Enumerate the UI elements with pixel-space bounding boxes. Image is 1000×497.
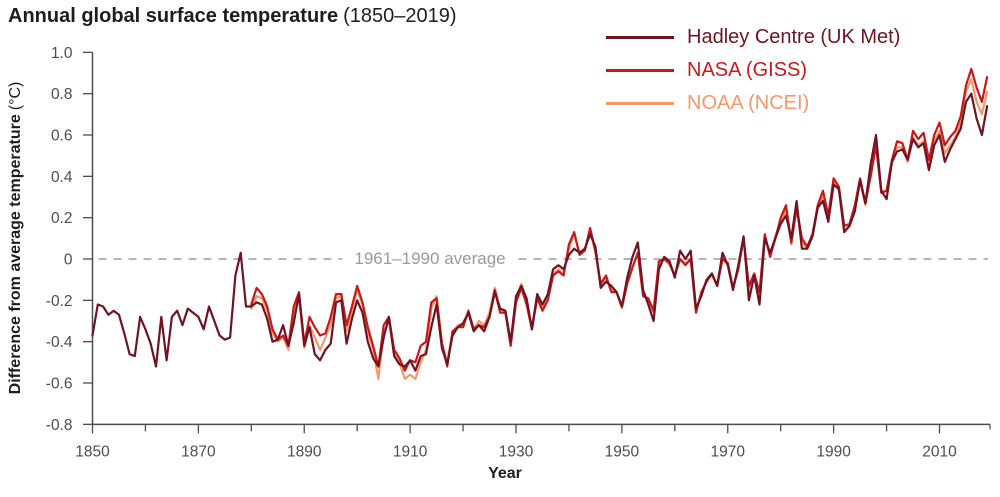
legend: Hadley Centre (UK Met) NASA (GISS) NOAA …: [606, 21, 900, 120]
legend-item-hadley: Hadley Centre (UK Met): [606, 21, 900, 54]
y-tick-label: -0.8: [46, 417, 73, 434]
y-tick-label: -0.2: [46, 293, 73, 310]
y-tick-label: 0.8: [51, 86, 73, 103]
series-line-hadley: [91, 92, 989, 372]
legend-swatch-noaa: [606, 102, 674, 105]
chart-title-range: (1850–2019): [343, 5, 457, 27]
legend-swatch-nasa: [606, 69, 674, 72]
chart-title-main: Annual global surface temperature: [8, 5, 339, 27]
x-axis-title: Year: [488, 465, 522, 482]
y-axis-unit: (°C): [7, 81, 24, 111]
legend-label-hadley: Hadley Centre (UK Met): [687, 26, 901, 48]
y-axis-title: Difference from average temperature (°C): [7, 82, 25, 395]
x-tick-label: 2010: [922, 443, 957, 460]
y-tick-label: 1.0: [51, 45, 73, 62]
x-tick-label: 1850: [75, 443, 110, 460]
legend-label-noaa: NOAA (NCEI): [687, 92, 810, 114]
x-tick-label: 1870: [181, 443, 216, 460]
legend-item-noaa: NOAA (NCEI): [606, 87, 900, 120]
y-tick-label: 0.4: [51, 169, 73, 186]
y-tick-label: -0.4: [46, 334, 73, 351]
x-tick-label: 1910: [393, 443, 428, 460]
y-tick-label: 0.2: [51, 210, 73, 227]
x-tick-label: 1930: [499, 443, 534, 460]
x-tick-label: 1970: [711, 443, 746, 460]
y-tick-label: -0.6: [46, 376, 73, 393]
x-tick-label: 1990: [816, 443, 851, 460]
legend-item-nasa: NASA (GISS): [606, 54, 900, 87]
y-axis-title-text: Difference from average temperature: [7, 114, 24, 395]
y-tick-label: 0.6: [51, 127, 73, 144]
y-tick-label: 0: [64, 252, 73, 269]
chart-title: Annual global surface temperature (1850–2…: [8, 5, 457, 28]
baseline-annotation: 1961–1990 average: [342, 249, 518, 269]
x-tick-label: 1890: [287, 443, 322, 460]
legend-label-nasa: NASA (GISS): [687, 59, 808, 81]
x-tick-label: 1950: [605, 443, 640, 460]
legend-swatch-hadley: [606, 36, 674, 39]
series-line-noaa: [250, 78, 989, 380]
